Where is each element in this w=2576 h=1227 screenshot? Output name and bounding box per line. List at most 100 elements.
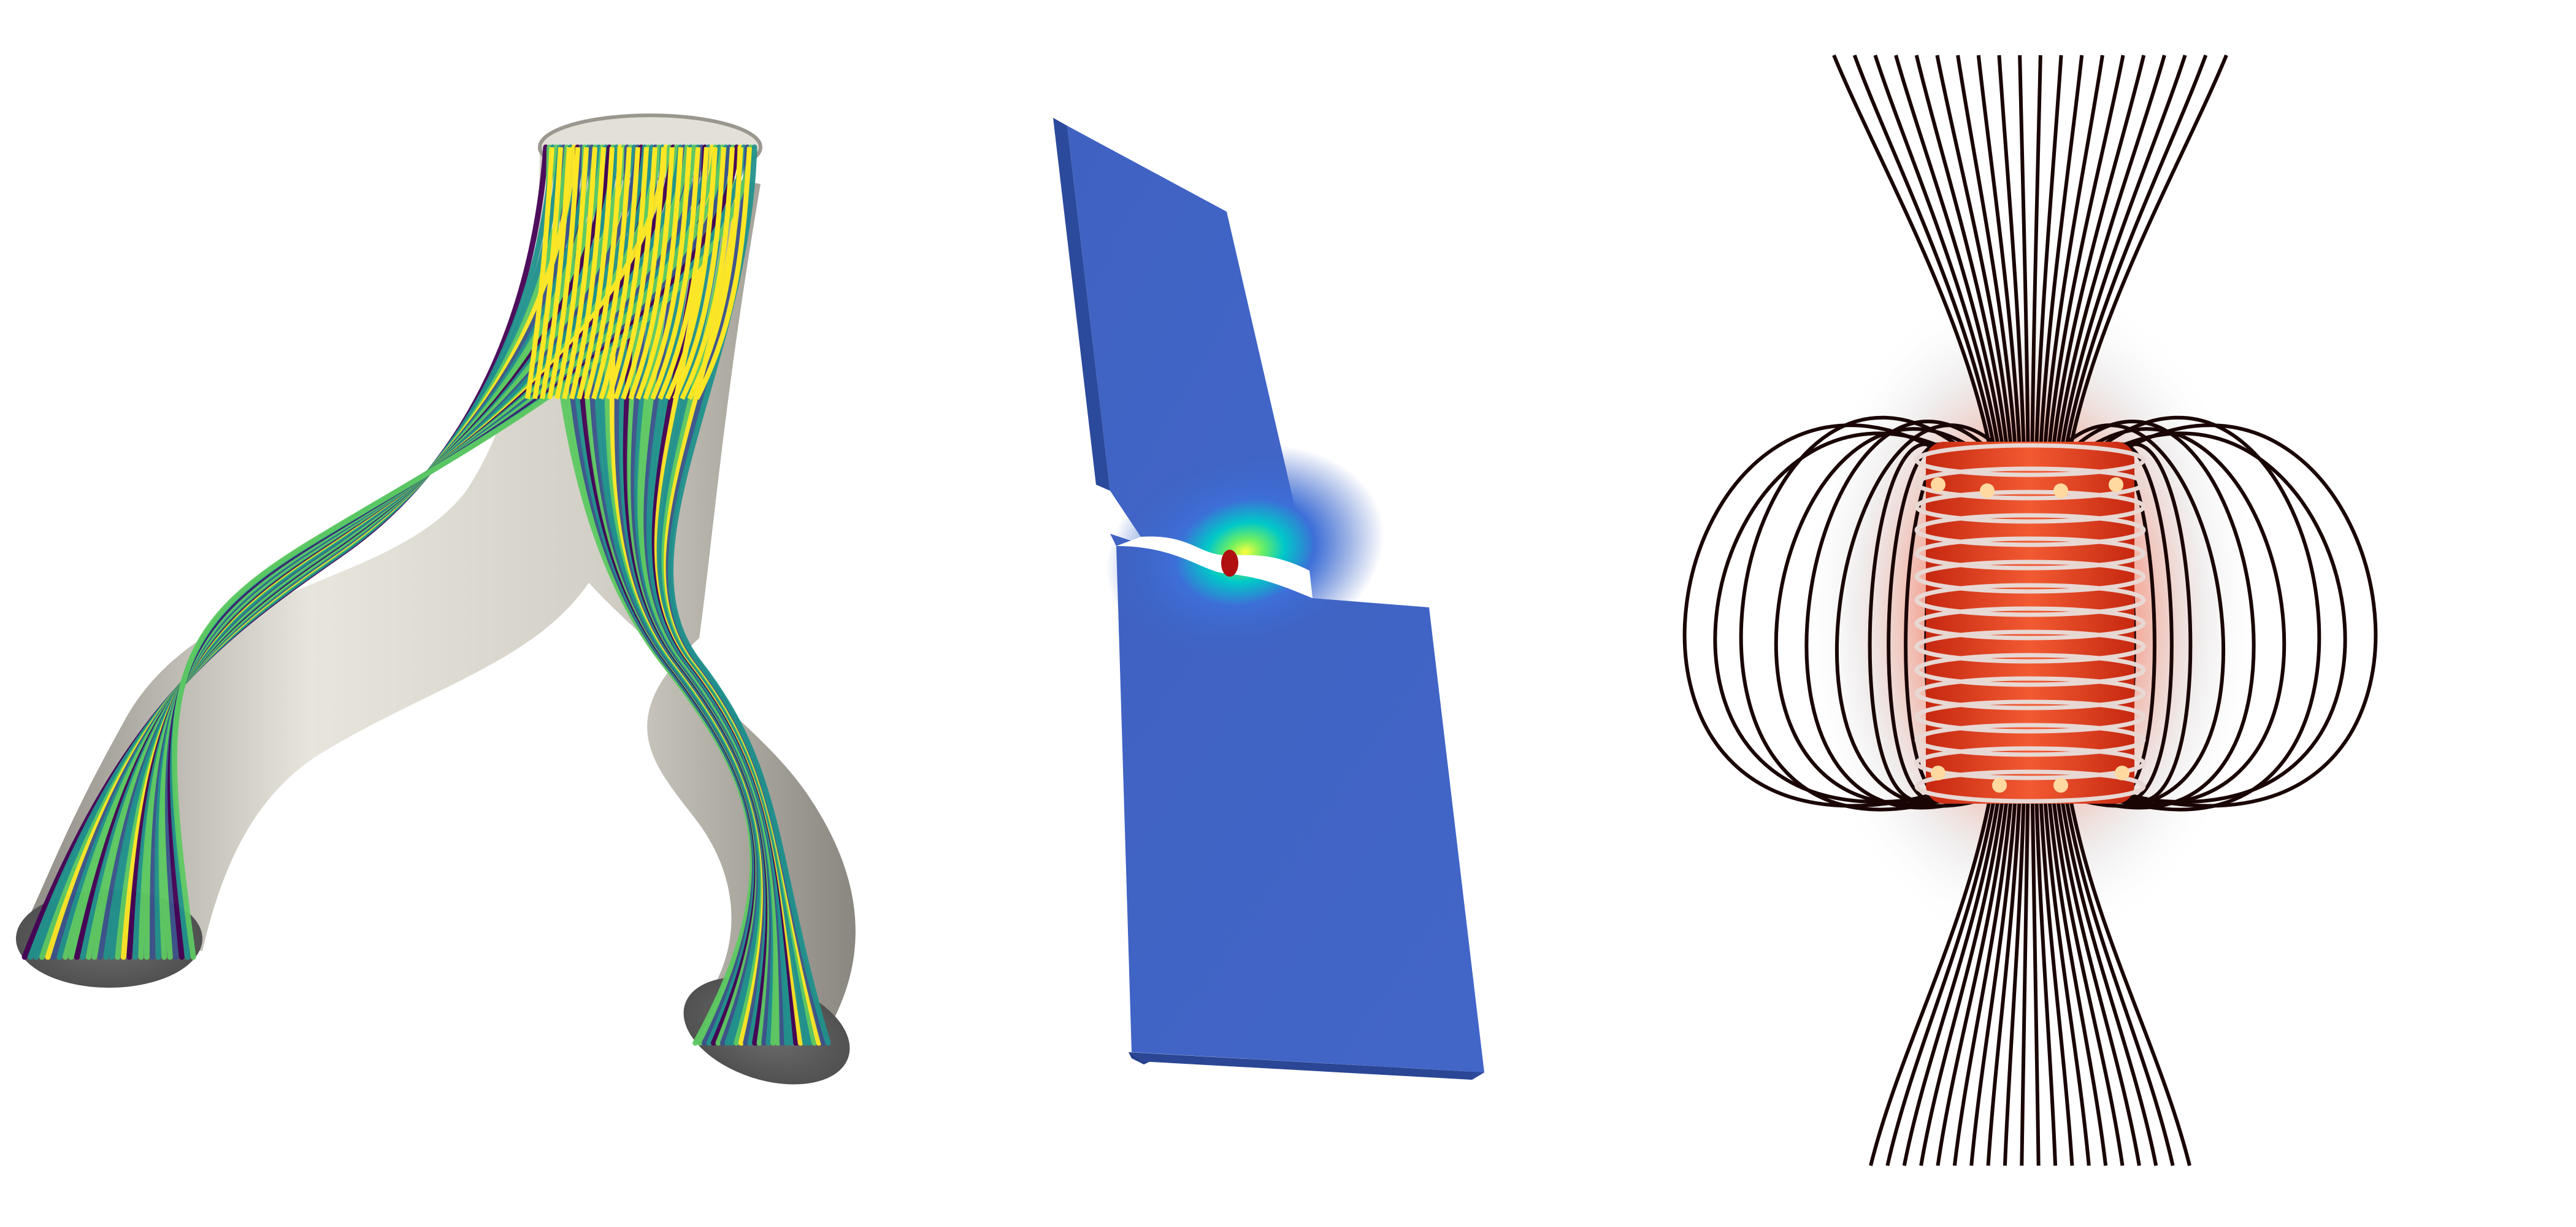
plate-body <box>1053 118 1484 1080</box>
field-line-bottom <box>2037 779 2074 1166</box>
field-line-top <box>1956 55 2018 467</box>
coil-hotspot <box>1931 766 1945 780</box>
streamline <box>606 147 649 400</box>
streamline <box>540 147 572 399</box>
field-line-top <box>2045 55 2125 467</box>
streamline <box>532 147 563 399</box>
field-line-top <box>2030 55 2042 467</box>
coil-winding <box>1914 653 2146 687</box>
field-line-bottom <box>2042 779 2091 1166</box>
field-line-top <box>1894 55 2007 467</box>
field-line-loop <box>2102 431 2347 804</box>
field-line-loop <box>2114 423 2378 808</box>
streamline <box>584 147 623 400</box>
field-line-bottom <box>1936 779 2011 1166</box>
pipe-streamlines <box>21 144 831 1046</box>
field-line-bottom <box>1919 779 2007 1166</box>
streamline <box>694 147 752 400</box>
streamline <box>569 147 606 399</box>
notched-plate-figure <box>1053 118 1484 1080</box>
field-line-bottom <box>2057 779 2158 1166</box>
field-line-bottom <box>2045 779 2108 1166</box>
field-line-top <box>2049 55 2146 467</box>
field-line-bottom <box>1869 779 1995 1166</box>
streamline <box>525 147 554 399</box>
solenoid-core <box>1926 442 2134 804</box>
coil-winding <box>1914 769 2146 804</box>
field-line-loop <box>1682 423 1946 808</box>
coil-hotspot <box>2115 766 2129 780</box>
streamline <box>613 147 657 400</box>
field-line-bottom <box>1969 779 2018 1166</box>
field-line-top <box>2018 55 2030 467</box>
field-line-top <box>1935 55 2015 467</box>
field-line-top <box>1873 55 2003 467</box>
streamline <box>687 147 743 400</box>
streamline <box>599 147 640 400</box>
pipe-streamline-figure <box>16 113 856 1085</box>
coil-hotspot <box>2109 477 2123 492</box>
field-line-top <box>1976 55 2023 467</box>
streamline <box>591 147 632 400</box>
streamline <box>547 147 580 399</box>
solenoid-field-figure <box>1682 54 2378 1166</box>
coil-hotspot <box>2053 483 2068 498</box>
streamline <box>554 147 589 399</box>
coil-winding <box>1914 746 2146 780</box>
field-line-top <box>2061 54 2208 467</box>
field-line-bottom <box>2020 779 2030 1166</box>
field-line-top <box>1997 55 2026 467</box>
streamline <box>650 147 700 400</box>
field-line-top <box>1832 54 1995 467</box>
coil-winding <box>1914 583 2146 617</box>
streamline <box>657 147 709 400</box>
coil-winding <box>1914 676 2146 710</box>
field-line-bottom <box>2061 779 2175 1166</box>
streamline <box>680 147 735 400</box>
field-line-bottom <box>2030 779 2041 1166</box>
coil-winding <box>1914 536 2146 571</box>
coil-winding <box>1914 606 2146 640</box>
coil-winding <box>1914 466 2146 501</box>
field-line-bottom <box>1952 779 2015 1166</box>
streamline <box>672 147 726 400</box>
coil-hotspot <box>1992 778 2007 793</box>
field-line-top <box>2065 54 2228 467</box>
streamline <box>628 147 675 400</box>
field-line-top <box>2037 55 2084 467</box>
field-line-top <box>1914 55 2011 467</box>
coil-hotspot <box>2053 778 2068 793</box>
coil-winding <box>1914 723 2146 757</box>
field-line-bottom <box>2049 779 2125 1166</box>
streamline <box>635 147 683 400</box>
field-line-bottom <box>2053 779 2141 1166</box>
coil-winding <box>1914 490 2146 524</box>
field-line-top <box>2034 55 2063 467</box>
field-line-loop <box>1713 431 1958 804</box>
coil-hotspot <box>1931 477 1945 492</box>
field-line-top <box>2042 55 2104 467</box>
coil-winding <box>1914 560 2146 594</box>
streamline <box>643 147 692 400</box>
coil-winding <box>1914 629 2146 664</box>
streamline <box>665 147 718 400</box>
field-line-bottom <box>1885 779 1999 1166</box>
field-lines <box>1682 54 2378 1166</box>
coil-hotspot <box>1980 483 1995 498</box>
streamline <box>562 147 597 399</box>
coil-winding <box>1914 513 2146 547</box>
streamline <box>577 147 615 400</box>
field-line-bottom <box>2003 779 2026 1166</box>
coil-windings <box>1914 443 2146 804</box>
field-line-top <box>1852 54 1999 467</box>
field-line-bottom <box>2034 779 2058 1166</box>
streamline <box>621 147 666 400</box>
field-line-bottom <box>1902 779 2003 1166</box>
field-line-bottom <box>2065 779 2191 1166</box>
coil-winding <box>1914 443 2146 477</box>
field-line-bottom <box>1986 779 2023 1166</box>
field-line-top <box>2057 55 2187 467</box>
coil-winding <box>1914 699 2146 734</box>
field-line-top <box>2053 55 2166 467</box>
